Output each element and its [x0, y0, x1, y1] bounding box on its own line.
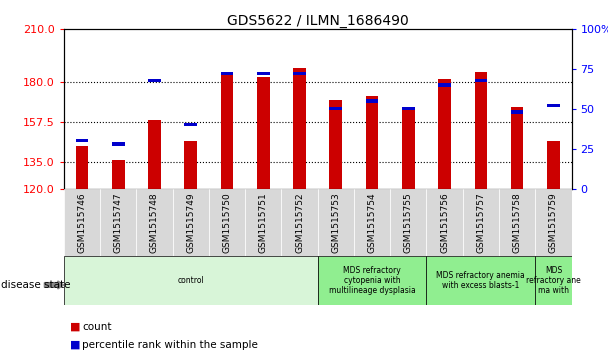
Bar — [511, 110, 523, 114]
Bar — [148, 119, 161, 189]
Bar — [317, 189, 354, 256]
Bar — [75, 139, 88, 142]
Bar — [366, 99, 378, 102]
Bar — [474, 78, 487, 82]
Bar — [511, 107, 523, 189]
Bar — [330, 107, 342, 110]
Text: ■: ■ — [70, 322, 80, 332]
Bar — [245, 189, 282, 256]
Bar — [209, 189, 245, 256]
Bar — [112, 142, 125, 146]
Text: GSM1515753: GSM1515753 — [331, 192, 340, 253]
Text: GSM1515755: GSM1515755 — [404, 192, 413, 253]
Bar — [426, 256, 535, 305]
Bar — [221, 72, 233, 189]
Text: GSM1515756: GSM1515756 — [440, 192, 449, 253]
Text: GSM1515759: GSM1515759 — [549, 192, 558, 253]
Bar — [402, 107, 415, 110]
Text: MDS refractory anemia
with excess blasts-1: MDS refractory anemia with excess blasts… — [437, 271, 525, 290]
Text: GSM1515758: GSM1515758 — [513, 192, 522, 253]
Bar — [221, 72, 233, 76]
Bar — [257, 72, 269, 76]
Bar — [148, 78, 161, 82]
Text: GSM1515750: GSM1515750 — [223, 192, 232, 253]
Bar — [136, 189, 173, 256]
Bar — [547, 104, 560, 107]
Bar — [366, 97, 378, 189]
Bar — [293, 72, 306, 76]
Bar — [438, 79, 451, 189]
Title: GDS5622 / ILMN_1686490: GDS5622 / ILMN_1686490 — [227, 14, 409, 28]
Text: percentile rank within the sample: percentile rank within the sample — [82, 340, 258, 350]
Bar — [474, 72, 487, 189]
Text: control: control — [178, 276, 204, 285]
Text: GSM1515754: GSM1515754 — [368, 192, 376, 253]
Bar — [184, 141, 197, 189]
Bar — [499, 189, 535, 256]
Bar — [317, 256, 426, 305]
Text: MDS
refractory ane
ma with: MDS refractory ane ma with — [526, 265, 581, 295]
Text: ■: ■ — [70, 340, 80, 350]
Bar — [426, 189, 463, 256]
Text: GSM1515746: GSM1515746 — [77, 192, 86, 253]
Bar — [463, 189, 499, 256]
Bar — [390, 189, 426, 256]
Text: GSM1515749: GSM1515749 — [186, 192, 195, 253]
Bar — [75, 146, 88, 189]
Bar — [535, 256, 572, 305]
Text: GSM1515752: GSM1515752 — [295, 192, 304, 253]
Text: MDS refractory
cytopenia with
multilineage dysplasia: MDS refractory cytopenia with multilinea… — [329, 265, 415, 295]
Bar — [282, 189, 317, 256]
Bar — [64, 189, 100, 256]
Bar — [293, 68, 306, 189]
Bar — [64, 256, 317, 305]
Text: GSM1515747: GSM1515747 — [114, 192, 123, 253]
Bar — [184, 123, 197, 126]
Bar — [535, 189, 572, 256]
Text: disease state: disease state — [1, 280, 71, 290]
Bar — [112, 160, 125, 189]
Text: GSM1515748: GSM1515748 — [150, 192, 159, 253]
Bar — [402, 107, 415, 189]
Bar — [100, 189, 136, 256]
Text: count: count — [82, 322, 112, 332]
Bar — [330, 100, 342, 189]
Text: GSM1515751: GSM1515751 — [259, 192, 268, 253]
Bar — [257, 77, 269, 189]
Bar — [354, 189, 390, 256]
Bar — [173, 189, 209, 256]
Bar — [547, 141, 560, 189]
Text: GSM1515757: GSM1515757 — [476, 192, 485, 253]
Bar — [438, 83, 451, 86]
